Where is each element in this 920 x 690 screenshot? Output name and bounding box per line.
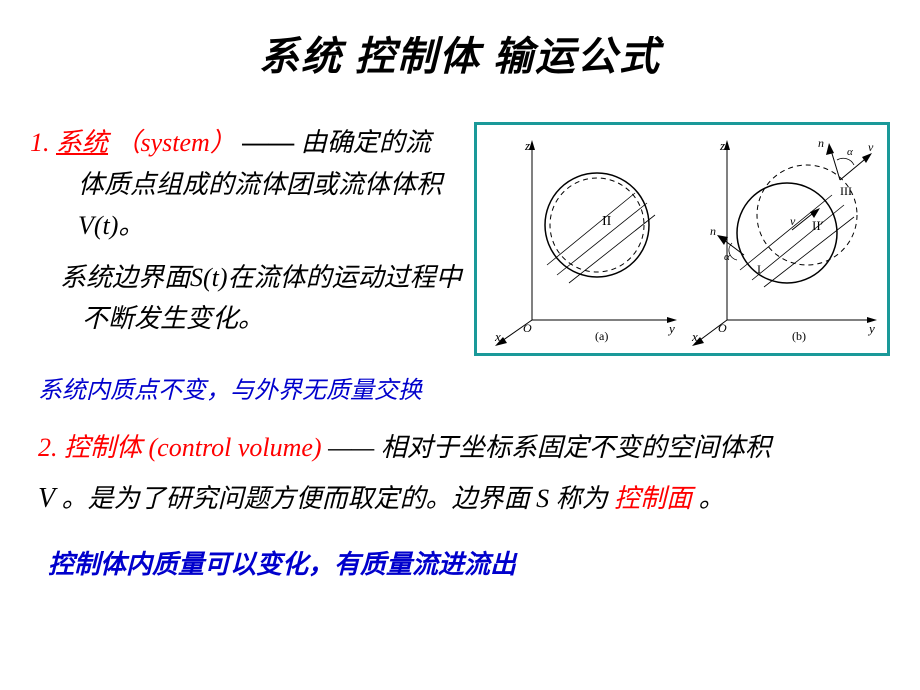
n-label-1: n	[818, 136, 824, 150]
y-label-b: y	[867, 321, 875, 336]
dash-1: ——	[242, 128, 294, 157]
label-b: (b)	[792, 329, 806, 343]
text-s2-3: 称为	[556, 484, 608, 513]
n-label-2: n	[710, 224, 716, 238]
text-2a: 系统边界面	[60, 263, 190, 292]
II-label-a: II	[602, 214, 612, 229]
st-label: S(t)	[190, 263, 228, 292]
page-title: 系统 控制体 输运公式	[0, 0, 920, 82]
alpha-2: α	[724, 251, 730, 263]
text-s2-1: 相对于坐标系固定不变的空间体积	[381, 433, 771, 462]
section-1-text: 1. 系统 （system） —— 由确定的流 体质点组成的流体团或流体体积 V…	[30, 122, 474, 340]
paren-2: (control volume)	[149, 433, 322, 462]
z-label-b: z	[719, 138, 725, 153]
v-label-1: v	[868, 140, 874, 154]
v-label-2: v	[790, 214, 796, 228]
o-label-b: O	[718, 321, 727, 335]
note-1: 系统内质点不变，与外界无质量交换	[30, 370, 890, 405]
II-prime-label: II′	[812, 218, 824, 233]
diagram: z y x O II (a)	[474, 122, 890, 356]
x-label-b: x	[691, 329, 698, 344]
period-1: 。	[118, 211, 144, 240]
v-label: V	[38, 483, 55, 514]
section-2: 2. 控制体 (control volume) —— 相对于坐标系固定不变的空间…	[30, 423, 890, 526]
heading-2: 控制体	[64, 433, 142, 462]
vt-label: V(t)	[78, 211, 118, 240]
paren-1: （system）	[115, 128, 236, 157]
text-2c: 不断发生变化。	[82, 304, 264, 333]
text-s2-2: 。是为了研究问题方便而取定的。边界面	[62, 484, 530, 513]
num-1: 1.	[30, 128, 50, 157]
ctrl-label: 控制面	[614, 484, 692, 513]
o-label-a: O	[523, 321, 532, 335]
x-label-a: x	[494, 329, 501, 344]
text-1a: 由确定的流	[301, 128, 431, 157]
III-label: III	[840, 184, 852, 198]
section-1: 1. 系统 （system） —— 由确定的流 体质点组成的流体团或流体体积 V…	[30, 122, 890, 356]
alpha-1: α	[847, 146, 853, 158]
text-1b: 体质点组成的流体团或流体体积	[78, 170, 442, 199]
heading-1: 系统	[56, 128, 108, 157]
y-label-a: y	[667, 321, 675, 336]
dash-2: ——	[328, 433, 374, 462]
num-2: 2.	[38, 433, 58, 462]
note-2: 控制体内质量可以变化，有质量流进流出	[30, 544, 890, 581]
text-s2-4: 。	[699, 484, 725, 513]
z-label-a: z	[524, 138, 530, 153]
content-area: 1. 系统 （system） —— 由确定的流 体质点组成的流体团或流体体积 V…	[0, 82, 920, 581]
label-a: (a)	[595, 329, 608, 343]
I-label: I	[757, 262, 761, 276]
text-2b: 在流体的运动过程中	[228, 263, 462, 292]
s-label: S	[536, 484, 549, 513]
